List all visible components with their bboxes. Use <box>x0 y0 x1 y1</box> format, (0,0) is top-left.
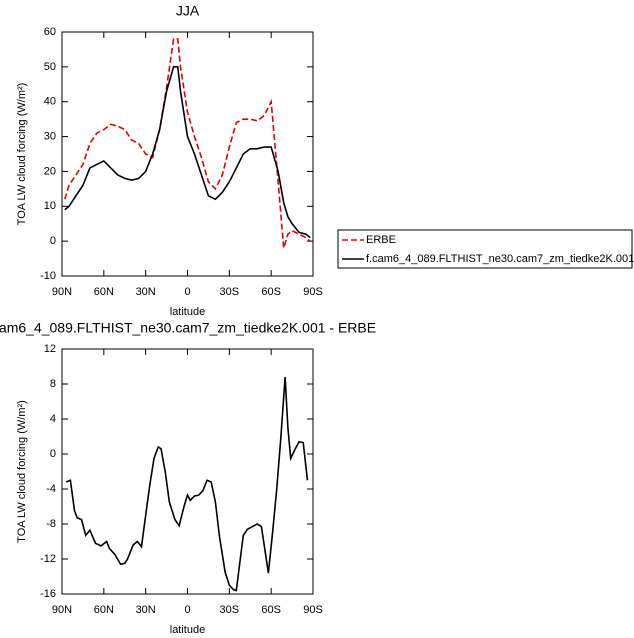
series-line <box>64 66 311 239</box>
y-tick-label: -4 <box>46 483 56 495</box>
plot-frame <box>61 348 314 595</box>
data-line <box>65 376 309 592</box>
legend: ERBE f.cam6_4_089.FLTHIST_ne30.cam7_zm_ti… <box>337 229 634 269</box>
y-tick-label: 50 <box>44 61 56 73</box>
x-axis-label: latitude <box>170 624 205 636</box>
x-tick-label: 30N <box>136 604 156 616</box>
x-tick-label: 90N <box>52 604 72 616</box>
y-tick-label: 60 <box>44 26 56 38</box>
y-tick-label: 0 <box>50 235 56 247</box>
x-tick-label: 90S <box>303 604 323 616</box>
y-tick-label: 8 <box>50 378 56 390</box>
y-tick-label: 10 <box>44 200 56 212</box>
y-tick-label: -16 <box>40 588 56 600</box>
y-tick-label: 20 <box>44 165 56 177</box>
legend-box <box>337 229 633 269</box>
x-tick-label: 60N <box>94 604 114 616</box>
y-axis-label: TOA LW cloud forcing (W/m²) <box>16 400 28 543</box>
x-tick-label: 30N <box>136 286 156 298</box>
legend-label: ERBE <box>366 234 396 246</box>
x-tick-label: 30S <box>220 286 240 298</box>
y-axis-label: TOA LW cloud forcing (W/m²) <box>16 83 28 226</box>
x-tick-label: 60N <box>94 286 114 298</box>
x-tick-label: 90S <box>303 286 323 298</box>
x-axis-label: latitude <box>170 306 205 318</box>
series-line <box>64 38 311 249</box>
legend-label: f.cam6_4_089.FLTHIST_ne30.cam7_zm_tiedke… <box>366 253 634 265</box>
y-tick-label: 12 <box>44 343 56 355</box>
y-tick-label: 4 <box>50 413 56 425</box>
x-tick-label: 30S <box>220 604 240 616</box>
y-tick-label: 40 <box>44 96 56 108</box>
y-tick-label: 0 <box>50 448 56 460</box>
chart-title: am6_4_089.FLTHIST_ne30.cam7_zm_tiedke2K.… <box>0 320 376 336</box>
y-tick-label: 30 <box>44 130 56 142</box>
x-tick-label: 0 <box>184 286 190 298</box>
y-tick-label: -12 <box>40 553 56 565</box>
x-tick-label: 60S <box>261 604 281 616</box>
x-tick-label: 60S <box>261 286 281 298</box>
x-tick-label: 90N <box>52 286 72 298</box>
chart-title: JJA <box>176 3 200 19</box>
y-tick-label: -10 <box>40 270 56 282</box>
y-tick-label: -8 <box>46 518 56 530</box>
x-tick-label: 0 <box>184 604 190 616</box>
